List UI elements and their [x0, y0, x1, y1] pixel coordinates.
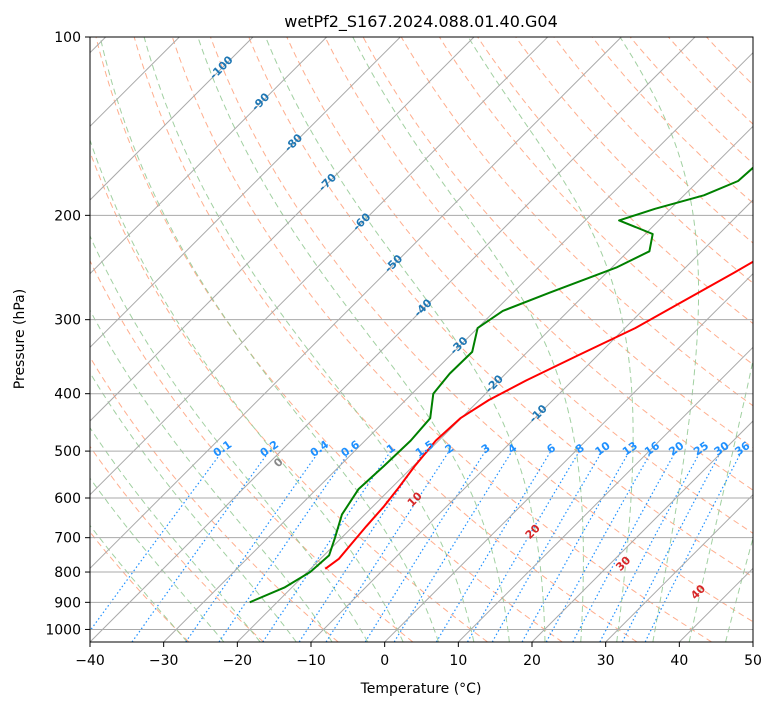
- x-tick-label: −30: [149, 653, 179, 669]
- y-tick-label: 200: [54, 208, 81, 224]
- x-tick-label: −40: [75, 653, 105, 669]
- x-tick-label: −10: [296, 653, 326, 669]
- x-tick-label: −20: [223, 653, 253, 669]
- y-tick-label: 500: [54, 444, 81, 460]
- x-tick-label: 40: [670, 653, 688, 669]
- y-tick-label: 900: [54, 595, 81, 611]
- y-tick-label: 400: [54, 387, 81, 403]
- x-tick-label: 50: [744, 653, 762, 669]
- y-tick-label: 100: [54, 30, 81, 46]
- y-tick-label: 600: [54, 491, 81, 507]
- y-tick-label: 1000: [45, 622, 81, 638]
- x-tick-label: 10: [449, 653, 467, 669]
- x-tick-label: 30: [597, 653, 615, 669]
- y-tick-label: 800: [54, 565, 81, 581]
- x-tick-label: 0: [380, 653, 389, 669]
- y-axis-label: Pressure (hPa): [12, 289, 28, 389]
- y-tick-label: 700: [54, 531, 81, 547]
- x-axis-label: Temperature (°C): [360, 681, 482, 697]
- chart-title: wetPf2_S167.2024.088.01.40.G04: [284, 12, 558, 32]
- y-tick-label: 300: [54, 313, 81, 329]
- x-tick-label: 20: [523, 653, 541, 669]
